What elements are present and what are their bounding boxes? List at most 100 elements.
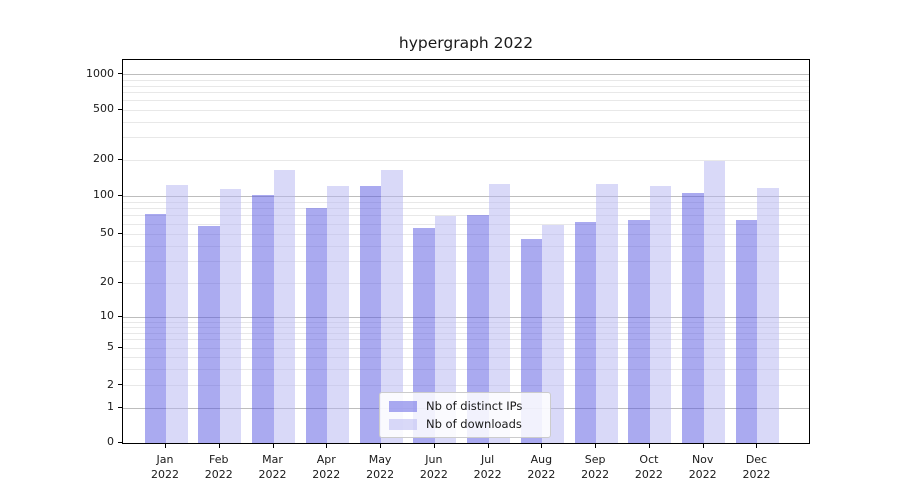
gridline-minor	[123, 326, 809, 328]
y-axis-tick-label: 10	[100, 309, 114, 323]
x-axis-tick-label: Sep 2022	[581, 453, 610, 481]
y-axis-tick	[118, 441, 122, 443]
y-axis-tick-label: 100	[93, 188, 114, 202]
x-axis-tick	[272, 444, 274, 448]
gridline-minor	[123, 339, 809, 341]
x-axis-tick-label: Jun 2022	[419, 453, 448, 481]
x-axis-tick-label: May 2022	[366, 453, 395, 481]
gridline-minor	[123, 92, 809, 94]
legend: Nb of distinct IPs Nb of downloads	[379, 392, 551, 438]
bar-downloads-nov	[703, 161, 726, 443]
gridline-minor	[123, 109, 809, 111]
gridline-major	[123, 195, 809, 197]
bar-downloads-mar	[273, 170, 296, 443]
y-axis-tick	[118, 194, 122, 196]
bar-downloads-feb	[219, 189, 242, 443]
x-axis-tick-label: Apr 2022	[312, 453, 341, 481]
x-axis-tick	[380, 444, 382, 448]
bar-downloads-sep	[596, 183, 618, 443]
x-axis-tick	[541, 444, 543, 448]
y-axis-tick	[118, 406, 122, 408]
bar-distinct-ips-dec	[735, 219, 758, 443]
bar-distinct-ips-sep	[574, 222, 597, 443]
gridline-minor	[123, 332, 809, 334]
y-axis-tick-label: 1	[107, 400, 114, 414]
bar-distinct-ips-oct	[628, 219, 650, 443]
y-axis-tick	[118, 73, 122, 75]
bar-downloads-aug	[542, 225, 564, 443]
gridline-minor	[123, 321, 809, 323]
legend-item-downloads: Nb of downloads	[389, 416, 550, 431]
gridline-minor	[123, 347, 809, 349]
y-axis-tick	[118, 108, 122, 110]
chart-title: hypergraph 2022	[398, 34, 534, 52]
gridline-minor	[123, 368, 809, 370]
gridline-minor	[123, 100, 809, 102]
x-axis-tick-label: Mar 2022	[258, 453, 287, 481]
gridline-major	[123, 74, 809, 76]
x-axis-tick	[218, 444, 220, 448]
x-axis-tick	[326, 444, 328, 448]
legend-label-downloads: Nb of downloads	[426, 416, 522, 431]
x-axis-tick-label: Dec 2022	[742, 453, 771, 481]
y-axis-tick-label: 2	[107, 377, 114, 391]
gridline-minor	[123, 245, 809, 247]
gridline-minor	[123, 215, 809, 217]
x-axis-tick	[756, 444, 758, 448]
bar-downloads-jul	[488, 183, 511, 443]
gridline-major	[123, 316, 809, 318]
x-axis-tick-label: Oct 2022	[634, 453, 663, 481]
bar-distinct-ips-nov	[682, 192, 704, 443]
gridline-minor	[123, 137, 809, 139]
x-axis-tick-label: Aug 2022	[527, 453, 556, 481]
x-axis-tick	[433, 444, 435, 448]
y-axis-tick	[118, 384, 122, 386]
x-axis-tick	[595, 444, 597, 448]
legend-label-distinct-ips: Nb of distinct IPs	[426, 398, 523, 413]
bar-distinct-ips-feb	[198, 226, 220, 443]
bar-downloads-may	[381, 170, 403, 443]
gridline-minor	[123, 385, 809, 387]
plot-area: Nb of distinct IPs Nb of downloads	[122, 59, 810, 444]
gridline-minor	[123, 159, 809, 161]
legend-item-distinct-ips: Nb of distinct IPs	[389, 398, 550, 413]
y-axis-tick-label: 1000	[86, 66, 114, 80]
gridline-minor	[123, 356, 809, 358]
bar-downloads-jan	[166, 185, 188, 443]
bar-downloads-apr	[327, 185, 349, 443]
x-axis-tick	[648, 444, 650, 448]
y-axis-tick	[118, 346, 122, 348]
bar-downloads-jun	[434, 215, 457, 443]
legend-swatch-distinct-ips	[389, 400, 417, 412]
x-axis-tick	[487, 444, 489, 448]
gridline-minor	[123, 121, 809, 123]
bar-distinct-ips-aug	[520, 238, 543, 443]
y-axis-tick-label: 5	[107, 340, 114, 353]
legend-swatch-downloads	[389, 418, 417, 430]
bar-distinct-ips-jul	[467, 215, 489, 443]
y-axis-tick-label: 20	[100, 275, 114, 289]
y-axis-tick	[118, 232, 122, 234]
y-axis-tick-label: 50	[100, 226, 114, 240]
x-axis-tick-label: Nov 2022	[688, 453, 717, 481]
bar-distinct-ips-jan	[144, 214, 166, 443]
gridline-minor	[123, 233, 809, 235]
bar-downloads-dec	[757, 187, 779, 443]
y-axis-tick-label: 500	[93, 102, 114, 115]
x-axis-tick-label: Jan 2022	[151, 453, 179, 481]
y-axis-tick	[118, 158, 122, 160]
y-axis-tick-label: 0	[107, 435, 114, 448]
bar-distinct-ips-jun	[413, 227, 435, 443]
bar-distinct-ips-apr	[305, 207, 328, 443]
y-axis-tick	[118, 281, 122, 283]
y-axis-tick-label: 200	[93, 152, 114, 165]
x-axis-tick	[702, 444, 704, 448]
y-axis-tick	[118, 315, 122, 317]
gridline-minor	[123, 282, 809, 284]
gridline-minor	[123, 85, 809, 87]
bar-downloads-oct	[649, 186, 672, 443]
x-axis-tick-label: Feb 2022	[204, 453, 233, 481]
bar-distinct-ips-mar	[252, 194, 274, 443]
bar-distinct-ips-may	[359, 186, 382, 443]
